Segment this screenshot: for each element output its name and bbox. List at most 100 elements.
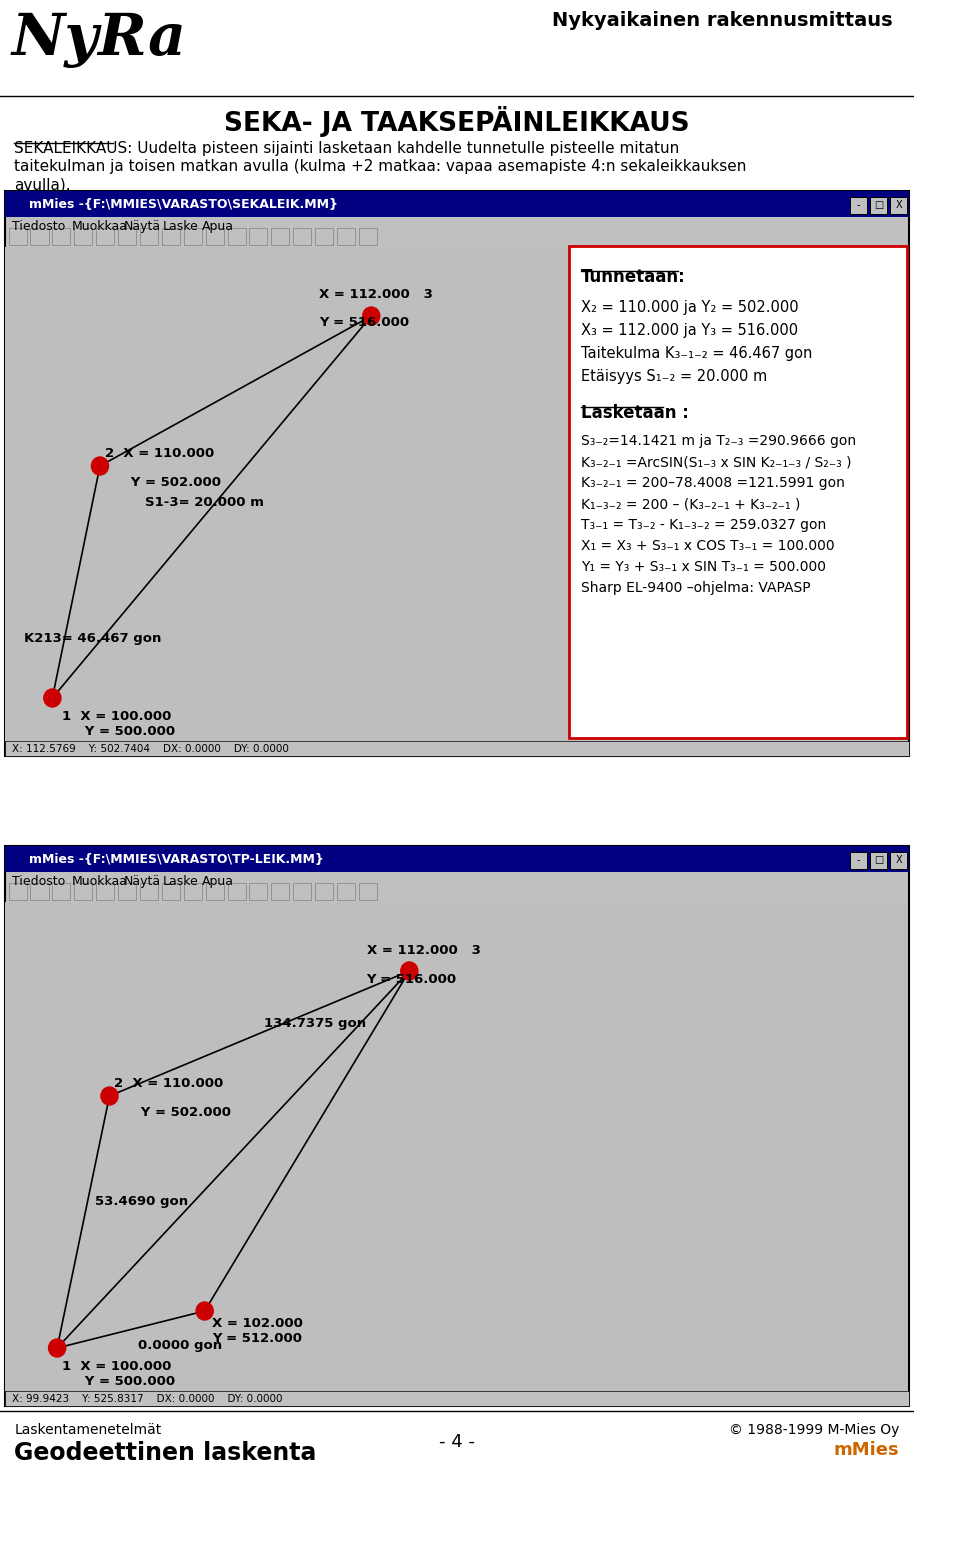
Bar <box>53 228 70 245</box>
Text: Näytä: Näytä <box>124 874 161 888</box>
Text: Y = 500.000: Y = 500.000 <box>71 724 176 738</box>
Text: Lasketaan :: Lasketaan : <box>581 404 688 422</box>
Text: NyRa: NyRa <box>12 11 186 68</box>
Circle shape <box>91 458 108 475</box>
Text: X₁ = X₃ + S₃₋₁ x COS T₃₋₁ = 100.000: X₁ = X₃ + S₃₋₁ x COS T₃₋₁ = 100.000 <box>581 539 834 553</box>
Text: X₂ = 110.000 ja Y₂ = 502.000: X₂ = 110.000 ja Y₂ = 502.000 <box>581 300 799 314</box>
Text: Etäisyys S₁₋₂ = 20.000 m: Etäisyys S₁₋₂ = 20.000 m <box>581 368 767 384</box>
Bar <box>74 883 92 900</box>
Text: X: 112.5769    Y: 502.7404    DX: 0.0000    DY: 0.0000: X: 112.5769 Y: 502.7404 DX: 0.0000 DY: 0… <box>12 743 289 754</box>
Text: mMies: mMies <box>833 1441 900 1459</box>
Bar <box>5 846 909 872</box>
Bar <box>851 852 867 869</box>
Text: taitekulman ja toisen matkan avulla (kulma +2 matkaa: vapaa asemapiste 4:n sekal: taitekulman ja toisen matkan avulla (kul… <box>14 159 747 174</box>
Text: Y = 502.000: Y = 502.000 <box>117 476 221 488</box>
Text: mMies -{F:\MMIES\VARASTO\SEKALEIK.MM}: mMies -{F:\MMIES\VARASTO\SEKALEIK.MM} <box>29 197 338 211</box>
Bar <box>5 846 909 1405</box>
Bar <box>5 901 907 1392</box>
Text: 1  X = 100.000: 1 X = 100.000 <box>61 1361 171 1373</box>
Circle shape <box>44 689 60 707</box>
Text: 2  X = 110.000: 2 X = 110.000 <box>105 447 214 461</box>
Bar <box>118 228 136 245</box>
Text: 53.4690 gon: 53.4690 gon <box>95 1196 188 1208</box>
Bar <box>31 883 49 900</box>
Bar <box>9 883 27 900</box>
Bar <box>870 197 887 214</box>
Bar <box>569 247 907 738</box>
Text: Muokkaa: Muokkaa <box>71 219 128 233</box>
Circle shape <box>101 1086 118 1105</box>
Text: K213= 46.467 gon: K213= 46.467 gon <box>24 632 161 644</box>
Circle shape <box>363 307 380 325</box>
Text: Näytä: Näytä <box>124 219 161 233</box>
Text: Y = 500.000: Y = 500.000 <box>71 1375 176 1388</box>
Bar <box>118 883 136 900</box>
Text: 1  X = 100.000: 1 X = 100.000 <box>61 710 171 723</box>
Bar <box>359 228 377 245</box>
Bar <box>140 228 158 245</box>
Text: S₃₋₂=14.1421 m ja T₂₋₃ =290.9666 gon: S₃₋₂=14.1421 m ja T₂₋₃ =290.9666 gon <box>581 435 855 448</box>
Text: 2  X = 110.000: 2 X = 110.000 <box>114 1077 224 1089</box>
Text: Y = 516.000: Y = 516.000 <box>319 316 409 328</box>
Text: □: □ <box>874 855 883 865</box>
Bar <box>31 228 49 245</box>
Text: Laske: Laske <box>163 219 199 233</box>
Bar <box>890 852 907 869</box>
Bar <box>183 228 202 245</box>
Bar <box>272 228 289 245</box>
Text: K₁₋₃₋₂ = 200 – (K₃₋₂₋₁ + K₃₋₂₋₁ ): K₁₋₃₋₂ = 200 – (K₃₋₂₋₁ + K₃₋₂₋₁ ) <box>581 498 800 512</box>
Text: X = 112.000   3: X = 112.000 3 <box>319 288 433 300</box>
Bar <box>337 228 355 245</box>
Text: Y = 502.000: Y = 502.000 <box>127 1106 230 1119</box>
Bar <box>890 197 907 214</box>
Text: X = 102.000
Y = 512.000: X = 102.000 Y = 512.000 <box>212 1318 303 1345</box>
Text: S1-3= 20.000 m: S1-3= 20.000 m <box>145 496 264 509</box>
Bar <box>140 883 158 900</box>
Text: Laske: Laske <box>163 874 199 888</box>
Bar <box>162 228 180 245</box>
Bar <box>228 883 246 900</box>
Bar <box>5 741 909 757</box>
Bar <box>53 883 70 900</box>
Bar <box>359 883 377 900</box>
Text: - 4 -: - 4 - <box>439 1433 475 1452</box>
Bar <box>315 883 333 900</box>
Text: Y₁ = Y₃ + S₃₋₁ x SIN T₃₋₁ = 500.000: Y₁ = Y₃ + S₃₋₁ x SIN T₃₋₁ = 500.000 <box>581 559 826 573</box>
Text: © 1988-1999 M-Mies Oy: © 1988-1999 M-Mies Oy <box>730 1422 900 1438</box>
Text: Sharp EL-9400 –ohjelma: VAPASP: Sharp EL-9400 –ohjelma: VAPASP <box>581 581 810 595</box>
Text: X: X <box>896 855 902 865</box>
Bar <box>5 191 909 757</box>
Bar <box>9 228 27 245</box>
Bar <box>5 1392 909 1405</box>
Bar <box>162 883 180 900</box>
Bar <box>315 228 333 245</box>
Bar <box>250 883 268 900</box>
Bar <box>250 228 268 245</box>
Bar <box>96 883 114 900</box>
Bar <box>337 883 355 900</box>
Text: X: X <box>896 200 902 210</box>
Text: 0.0000 gon: 0.0000 gon <box>138 1339 222 1353</box>
Text: Tunnetaan:: Tunnetaan: <box>581 268 685 287</box>
Text: X: 99.9423    Y: 525.8317    DX: 0.0000    DY: 0.0000: X: 99.9423 Y: 525.8317 DX: 0.0000 DY: 0.… <box>12 1393 283 1404</box>
Bar <box>851 197 867 214</box>
Bar <box>293 883 311 900</box>
Text: X = 112.000   3: X = 112.000 3 <box>367 945 480 957</box>
Bar <box>183 883 202 900</box>
Bar <box>205 228 224 245</box>
Text: Geodeettinen laskenta: Geodeettinen laskenta <box>14 1441 317 1465</box>
Text: T₃₋₁ = T₃₋₂ - K₁₋₃₋₂ = 259.0327 gon: T₃₋₁ = T₃₋₂ - K₁₋₃₋₂ = 259.0327 gon <box>581 518 826 532</box>
Text: mMies -{F:\MMIES\VARASTO\TP-LEIK.MM}: mMies -{F:\MMIES\VARASTO\TP-LEIK.MM} <box>29 852 324 866</box>
Circle shape <box>400 962 418 980</box>
Bar <box>228 228 246 245</box>
Text: Tiedosto: Tiedosto <box>12 874 65 888</box>
Text: □: □ <box>874 200 883 210</box>
Bar <box>205 883 224 900</box>
Text: Y = 516.000: Y = 516.000 <box>367 972 457 986</box>
Bar <box>272 883 289 900</box>
Text: Tiedosto: Tiedosto <box>12 219 65 233</box>
Text: avulla).: avulla). <box>14 177 71 193</box>
Text: Apua: Apua <box>202 874 234 888</box>
Text: Taitekulma K₃₋₁₋₂ = 46.467 gon: Taitekulma K₃₋₁₋₂ = 46.467 gon <box>581 347 812 361</box>
Text: K₃₋₂₋₁ = 200–78.4008 =121.5991 gon: K₃₋₂₋₁ = 200–78.4008 =121.5991 gon <box>581 476 845 490</box>
